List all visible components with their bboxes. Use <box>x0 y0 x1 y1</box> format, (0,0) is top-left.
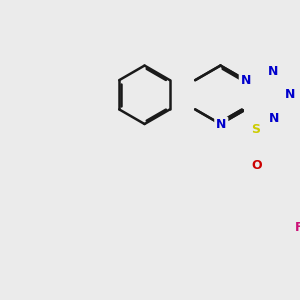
Text: N: N <box>216 118 226 131</box>
Text: N: N <box>268 64 278 78</box>
Text: N: N <box>241 74 251 87</box>
Text: S: S <box>251 123 260 136</box>
Text: O: O <box>251 159 262 172</box>
Text: N: N <box>269 112 280 125</box>
Text: F: F <box>295 220 300 234</box>
Text: N: N <box>285 88 295 101</box>
